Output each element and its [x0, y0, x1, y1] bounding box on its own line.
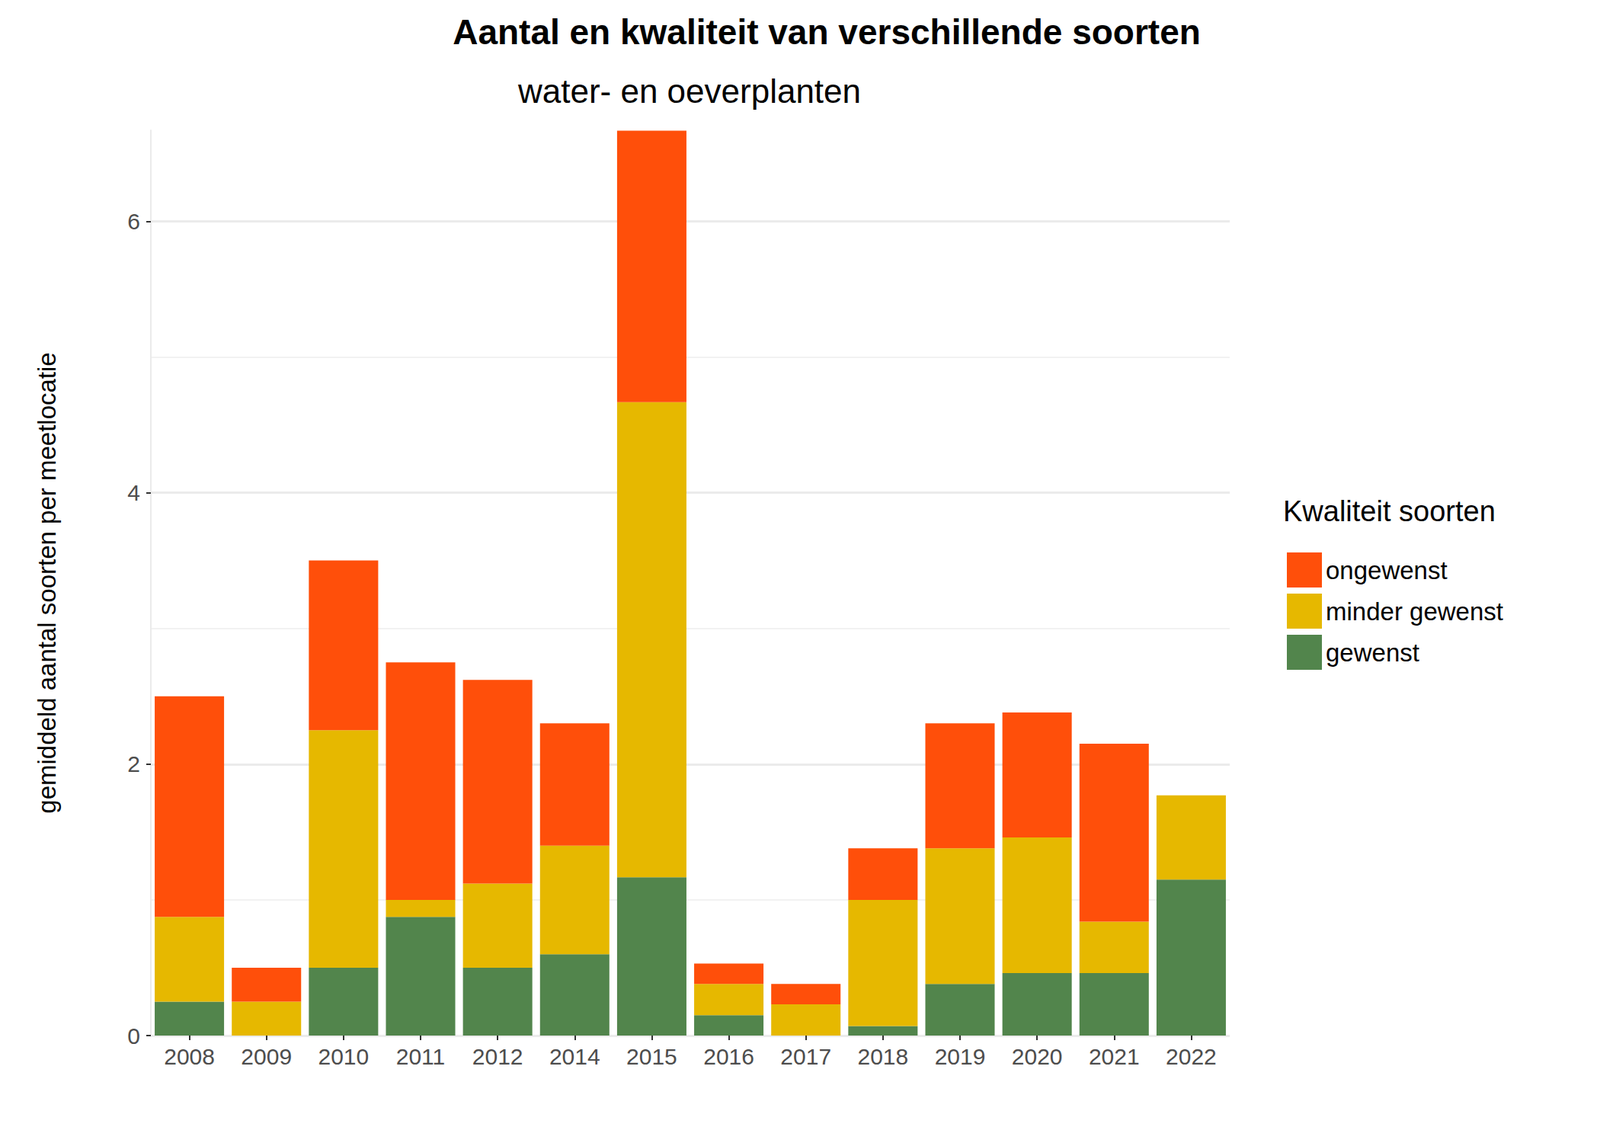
- svg-text:2014: 2014: [549, 1043, 601, 1069]
- svg-text:gewenst: gewenst: [1325, 638, 1420, 667]
- svg-text:4: 4: [127, 480, 141, 506]
- svg-text:2015: 2015: [626, 1043, 678, 1069]
- svg-text:6: 6: [127, 208, 141, 234]
- svg-text:Aantal en kwaliteit van versch: Aantal en kwaliteit van verschillende so…: [452, 12, 1201, 52]
- svg-text:2010: 2010: [317, 1043, 369, 1069]
- svg-text:2022: 2022: [1165, 1043, 1217, 1069]
- svg-text:2019: 2019: [934, 1043, 986, 1069]
- svg-text:minder gewenst: minder gewenst: [1325, 597, 1504, 626]
- svg-text:2009: 2009: [240, 1043, 292, 1069]
- svg-text:water- en oeverplanten: water- en oeverplanten: [517, 72, 861, 110]
- svg-text:2012: 2012: [472, 1043, 524, 1069]
- svg-text:2018: 2018: [857, 1043, 909, 1069]
- svg-text:2011: 2011: [396, 1043, 446, 1069]
- svg-text:Kwaliteit soorten: Kwaliteit soorten: [1283, 495, 1496, 528]
- svg-text:2016: 2016: [703, 1043, 755, 1069]
- svg-text:2020: 2020: [1011, 1043, 1063, 1069]
- svg-text:2017: 2017: [780, 1043, 832, 1069]
- svg-text:2008: 2008: [163, 1043, 215, 1069]
- svg-text:gemiddeld aantal soorten per m: gemiddeld aantal soorten per meetlocatie: [32, 352, 61, 813]
- svg-text:2021: 2021: [1088, 1043, 1140, 1069]
- svg-text:2: 2: [127, 751, 141, 777]
- svg-text:0: 0: [127, 1023, 141, 1049]
- svg-text:ongewenst: ongewenst: [1325, 556, 1448, 585]
